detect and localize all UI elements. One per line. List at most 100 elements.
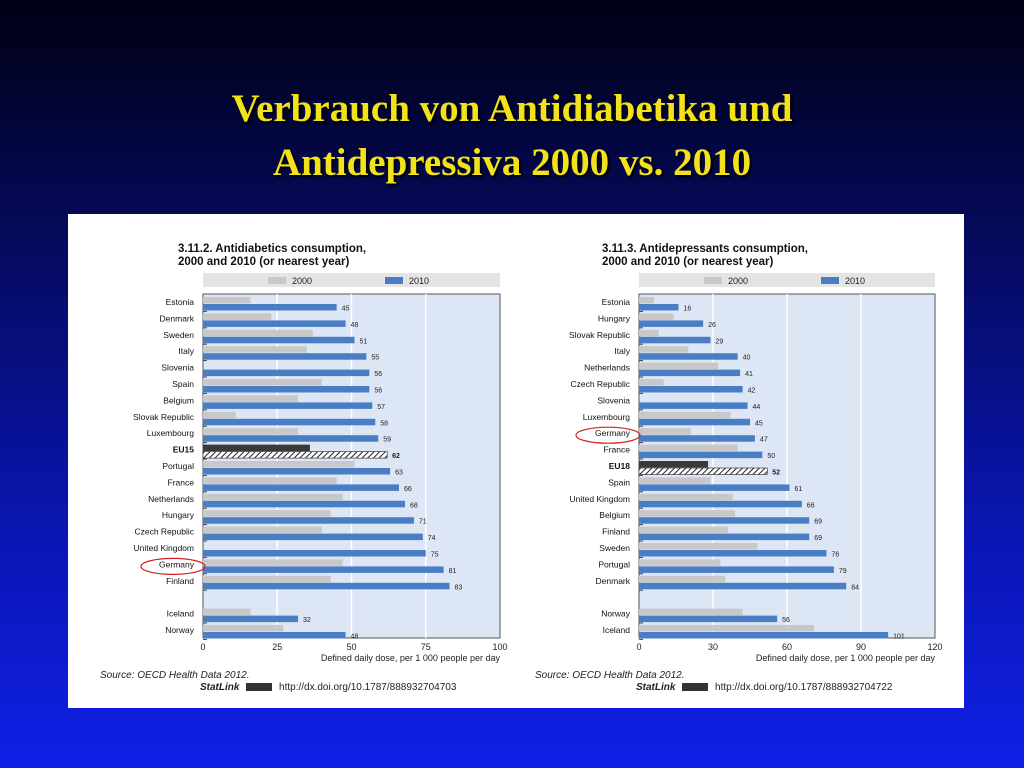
bar-2000-right-czech-republic xyxy=(639,379,664,386)
bar-2000-right-germany xyxy=(639,428,691,435)
row-label-left-czech-republic: Czech Republic xyxy=(134,527,194,537)
bar-2010-right-slovenia xyxy=(639,402,748,409)
row-label-left-belgium: Belgium xyxy=(163,395,194,405)
row-label-left-sweden: Sweden xyxy=(163,330,194,340)
row-label-right-spain: Spain xyxy=(608,477,630,487)
value-label-right-sweden: 76 xyxy=(831,552,839,559)
bar-2010-right-france xyxy=(639,451,763,459)
statlink-url-left[interactable]: http://dx.doi.org/10.1787/888932704703 xyxy=(279,682,457,693)
bar-2010-left-france xyxy=(203,484,400,491)
x-tick-right-120: 120 xyxy=(927,642,942,652)
bar-2000-left-hungary xyxy=(203,510,331,517)
bar-2010-left-belgium xyxy=(203,402,373,409)
x-tick-right-60: 60 xyxy=(782,642,792,652)
statlink-url-right[interactable]: http://dx.doi.org/10.1787/888932704722 xyxy=(715,682,893,693)
value-label-right-finland: 69 xyxy=(814,535,822,542)
bar-2010-right-slovak-republic xyxy=(639,336,711,344)
bar-2010-right-denmark xyxy=(639,582,847,590)
row-label-left-denmark: Denmark xyxy=(160,313,195,323)
row-label-left-portugal: Portugal xyxy=(162,461,194,471)
bar-2010-right-italy xyxy=(639,353,738,360)
statlink-right[interactable]: StatLink http://dx.doi.org/10.1787/88893… xyxy=(636,682,892,693)
bar-2000-left-sweden xyxy=(203,329,313,337)
row-label-right-finland: Finland xyxy=(602,527,630,537)
statlink-left[interactable]: StatLink http://dx.doi.org/10.1787/88893… xyxy=(200,682,456,693)
value-label-right-belgium: 69 xyxy=(814,519,822,526)
row-label-right-belgium: Belgium xyxy=(599,510,630,520)
bar-2000-right-eu18 xyxy=(639,461,709,468)
bar-2010-left-hungary xyxy=(203,517,414,524)
value-label-right-slovenia: 44 xyxy=(753,404,761,411)
bar-2010-left-iceland xyxy=(203,615,299,623)
x-axis-label-left: Defined daily dose, per 1 000 people per… xyxy=(321,653,501,663)
bar-2000-left-netherlands xyxy=(203,493,343,501)
bar-2010-right-hungary xyxy=(639,320,704,327)
row-label-left-luxembourg: Luxembourg xyxy=(147,428,195,438)
statlink-label-left: StatLink xyxy=(200,682,240,693)
bar-2010-right-luxembourg xyxy=(639,418,750,426)
row-label-left-netherlands: Netherlands xyxy=(148,494,194,504)
source-note-right: Source: OECD Health Data 2012. xyxy=(535,670,685,681)
bar-2000-right-denmark xyxy=(639,575,726,583)
bar-2010-left-spain xyxy=(203,386,370,393)
value-label-right-hungary: 26 xyxy=(708,322,716,329)
value-label-left-finland: 83 xyxy=(455,584,463,591)
bar-2000-right-norway xyxy=(639,608,743,616)
bar-2000-right-italy xyxy=(639,346,689,353)
row-label-right-eu18: EU18 xyxy=(609,461,631,471)
row-label-left-estonia: Estonia xyxy=(166,297,195,307)
bar-2010-right-czech-republic xyxy=(639,386,743,393)
bar-2010-right-netherlands xyxy=(639,369,741,377)
source-note-left: Source: OECD Health Data 2012. xyxy=(100,670,250,681)
row-label-right-hungary: Hungary xyxy=(598,313,631,323)
value-label-left-belgium: 57 xyxy=(377,404,385,411)
legend-box-right xyxy=(639,273,935,287)
value-label-left-sweden: 51 xyxy=(359,338,367,345)
row-label-right-sweden: Sweden xyxy=(599,543,630,553)
row-label-left-finland: Finland xyxy=(166,576,194,586)
bar-2000-left-portugal xyxy=(203,461,355,468)
row-label-left-slovak-republic: Slovak Republic xyxy=(133,412,195,422)
row-label-left-eu15: EU15 xyxy=(173,445,195,455)
value-label-left-iceland: 32 xyxy=(303,617,311,624)
row-label-left-germany: Germany xyxy=(159,559,195,569)
bar-2010-right-belgium xyxy=(639,517,810,524)
value-label-right-portugal: 79 xyxy=(839,568,847,575)
x-tick-right-30: 30 xyxy=(708,642,718,652)
bar-2000-right-slovak-republic xyxy=(639,329,659,337)
value-label-right-luxembourg: 45 xyxy=(755,420,763,427)
chart-subtitle-right: 2000 and 2010 (or nearest year) xyxy=(602,256,773,268)
value-label-left-norway: 48 xyxy=(351,634,359,641)
bar-2000-right-luxembourg xyxy=(639,411,731,419)
value-label-left-united-kingdom: 75 xyxy=(431,552,439,559)
value-label-right-eu18: 52 xyxy=(772,470,780,477)
bar-2010-right-united-kingdom xyxy=(639,500,802,508)
bar-2000-right-estonia xyxy=(639,297,654,304)
row-label-right-portugal: Portugal xyxy=(598,559,630,569)
row-label-left-italy: Italy xyxy=(178,346,194,356)
row-label-right-italy: Italy xyxy=(614,346,630,356)
legend-swatch-2010-right xyxy=(821,277,839,284)
bar-2010-left-portugal xyxy=(203,468,391,475)
legend-label-2000-left: 2000 xyxy=(292,276,312,286)
bar-2010-right-estonia xyxy=(639,304,679,311)
value-label-left-france: 66 xyxy=(404,486,412,493)
value-label-left-denmark: 48 xyxy=(351,322,359,329)
value-label-left-hungary: 71 xyxy=(419,519,427,526)
bar-2000-left-belgium xyxy=(203,395,299,402)
bar-2000-left-czech-republic xyxy=(203,526,322,534)
row-label-right-united-kingdom: United Kingdom xyxy=(570,494,630,504)
value-label-right-netherlands: 41 xyxy=(745,371,753,378)
value-label-right-united-kingdom: 66 xyxy=(807,502,815,509)
legend-swatch-2010-left xyxy=(385,277,403,284)
value-label-left-luxembourg: 59 xyxy=(383,437,391,444)
bar-2000-right-sweden xyxy=(639,543,758,550)
bar-2000-right-belgium xyxy=(639,510,736,517)
row-label-left-france: France xyxy=(168,477,195,487)
row-label-right-norway: Norway xyxy=(601,609,631,619)
value-label-right-slovak-republic: 29 xyxy=(716,338,724,345)
value-label-left-netherlands: 68 xyxy=(410,502,418,509)
bar-2000-left-eu15 xyxy=(203,444,310,452)
bar-2010-right-norway xyxy=(639,615,778,623)
bar-2000-left-france xyxy=(203,477,337,484)
